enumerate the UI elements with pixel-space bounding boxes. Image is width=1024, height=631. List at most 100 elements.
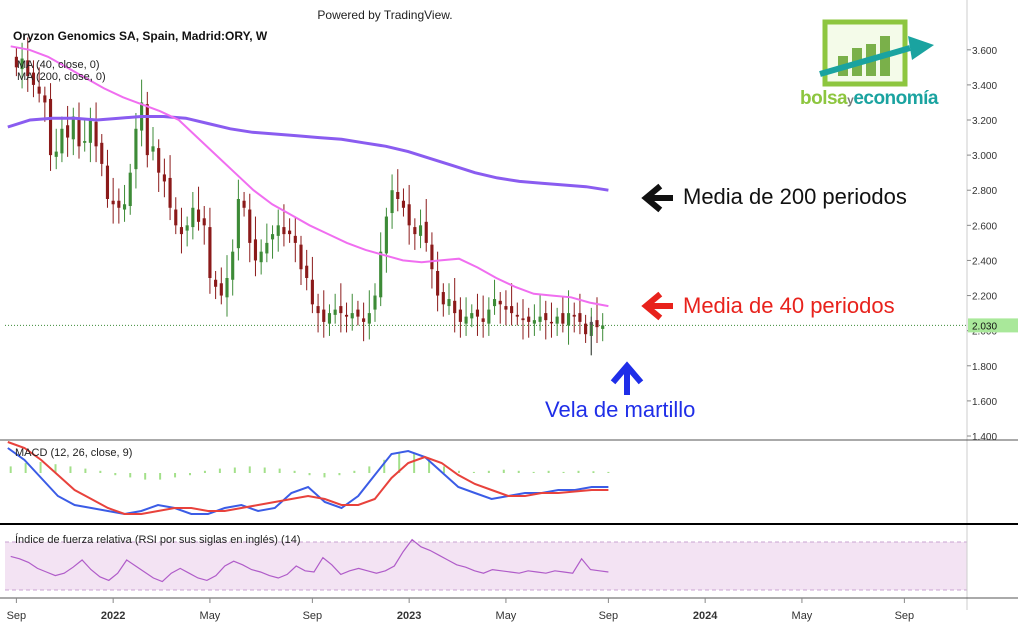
candle-body: [538, 316, 542, 322]
time-tick-label: Sep: [599, 610, 619, 622]
candle-body: [510, 306, 514, 314]
candle-body: [270, 234, 275, 240]
candle-body: [572, 314, 576, 317]
candle-body: [83, 141, 87, 143]
candle-body: [219, 283, 223, 296]
candle-body: [333, 309, 337, 315]
candle-body: [379, 251, 383, 298]
candle-body: [14, 56, 18, 68]
candle-body: [310, 279, 314, 305]
candle-body: [396, 191, 400, 199]
candle-body: [584, 323, 588, 335]
candle-body: [117, 200, 121, 208]
candle-body: [293, 235, 297, 243]
candle-body: [54, 151, 58, 157]
candle-body: [202, 218, 206, 226]
candle-body: [105, 165, 110, 199]
logo-chart-icon: [819, 19, 934, 87]
candle-body: [549, 321, 554, 324]
candle-body: [515, 314, 519, 317]
candle-body: [151, 146, 155, 152]
candle-body: [601, 325, 605, 329]
price-tick-label: 1.600: [972, 397, 997, 408]
candle-body: [527, 316, 531, 322]
price-tick-label: 3.000: [972, 151, 997, 162]
candle-body: [196, 209, 201, 222]
candle-body: [111, 200, 115, 205]
bolsa-y-economia-logo: bolsayeconomía: [800, 18, 950, 113]
candle-body: [561, 313, 565, 324]
candle-body: [259, 251, 263, 263]
candle-body: [37, 86, 41, 94]
candle-body: [487, 309, 491, 324]
candle-body: [390, 190, 394, 214]
logo-text-y: y: [847, 93, 854, 107]
candle-body: [481, 318, 485, 322]
candle-body: [413, 227, 417, 235]
ma40-arrow: [641, 291, 673, 321]
candle-body: [384, 216, 388, 254]
candle-body: [566, 313, 571, 326]
price-tick-label: 3.400: [972, 81, 997, 92]
candle-body: [418, 225, 423, 236]
price-tick-label: 2.600: [972, 221, 997, 232]
ma200-annotation: Media de 200 periodos: [683, 184, 907, 209]
candle-body: [77, 118, 81, 147]
candle-body: [441, 292, 445, 305]
candle-body: [66, 125, 70, 138]
macd-label: MACD (12, 26, close, 9): [15, 447, 133, 459]
ma200-legend-label: MA (200, close, 0): [17, 71, 106, 83]
ma40-line: [10, 45, 609, 308]
ma200-line: [7, 115, 609, 192]
time-tick-label: Sep: [303, 610, 323, 622]
candle-body: [436, 270, 440, 296]
price-tick-label: 3.200: [972, 116, 997, 127]
candle-body: [174, 209, 178, 226]
candle-body: [447, 299, 451, 307]
candle-body: [339, 306, 343, 314]
signal-line: [7, 441, 609, 515]
price-tick-label: 1.400: [972, 432, 997, 443]
time-tick-label: 2023: [397, 610, 421, 622]
chart-title: Oryzon Genomics SA, Spain, Madrid:ORY, W: [13, 29, 268, 43]
time-tick-label: Sep: [7, 610, 27, 622]
candle-body: [373, 295, 377, 310]
candle-body: [344, 314, 349, 317]
candle-body: [26, 60, 30, 77]
ma200-arrow: [641, 183, 673, 213]
candle-body: [276, 225, 280, 236]
candle-body: [458, 309, 462, 322]
candle-body: [430, 244, 434, 270]
candle-body: [242, 200, 246, 208]
candle-body: [88, 120, 92, 143]
candle-body: [350, 313, 354, 319]
candle-body: [367, 313, 371, 324]
candle-body: [236, 199, 240, 249]
candle-body: [225, 278, 229, 298]
candle-body: [43, 95, 47, 103]
candle-body: [179, 227, 184, 235]
candle-body: [134, 128, 138, 170]
candle-body: [60, 128, 64, 154]
time-tick-label: May: [200, 610, 221, 622]
candle-body: [168, 177, 172, 208]
price-tick-label: 3.600: [972, 46, 997, 57]
candle-body: [521, 318, 525, 321]
candle-body: [424, 221, 428, 243]
candle-body: [498, 300, 502, 305]
candle-body: [288, 230, 292, 235]
rsi-band: [5, 542, 967, 590]
candle-body: [362, 318, 366, 322]
candle-body: [555, 316, 559, 324]
candle-body: [305, 265, 309, 278]
candle-body: [299, 244, 303, 270]
candle-body: [475, 309, 480, 317]
candle-body: [492, 299, 497, 307]
candle-body: [231, 251, 235, 280]
candle-body: [578, 313, 582, 322]
hammer-candle-body: [589, 321, 593, 325]
candle-body: [31, 72, 36, 85]
candle-body: [282, 227, 286, 235]
candle-body: [316, 306, 320, 314]
